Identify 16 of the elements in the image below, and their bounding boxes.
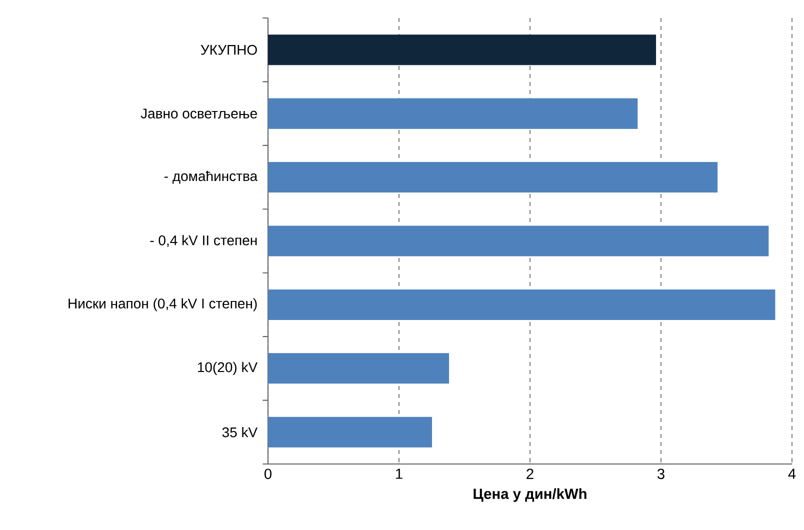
bar xyxy=(268,416,432,448)
y-tick-label: 35 kV xyxy=(222,426,258,438)
bar xyxy=(268,98,638,129)
y-tick-label: Јавно осветљење xyxy=(140,108,257,118)
y-tick-label: УКУПНО xyxy=(200,44,257,55)
x-tick-label: 3 xyxy=(657,468,664,480)
x-tick-label: 2 xyxy=(526,468,534,479)
x-axis-title: Цена у дин/kWh xyxy=(474,488,586,502)
y-tick-label: - 0,4 kV II степен xyxy=(150,235,257,247)
x-tick-label: 0 xyxy=(264,468,272,480)
bar xyxy=(268,226,769,256)
x-tick-label: 1 xyxy=(396,468,402,479)
y-tick-label: - домаћинства xyxy=(164,170,258,184)
x-tick-label: 4 xyxy=(788,468,796,479)
y-tick-label: Ниски напон (0,4 kV I степен) xyxy=(68,298,257,312)
y-tick-label: 10(20) kV xyxy=(198,362,258,375)
